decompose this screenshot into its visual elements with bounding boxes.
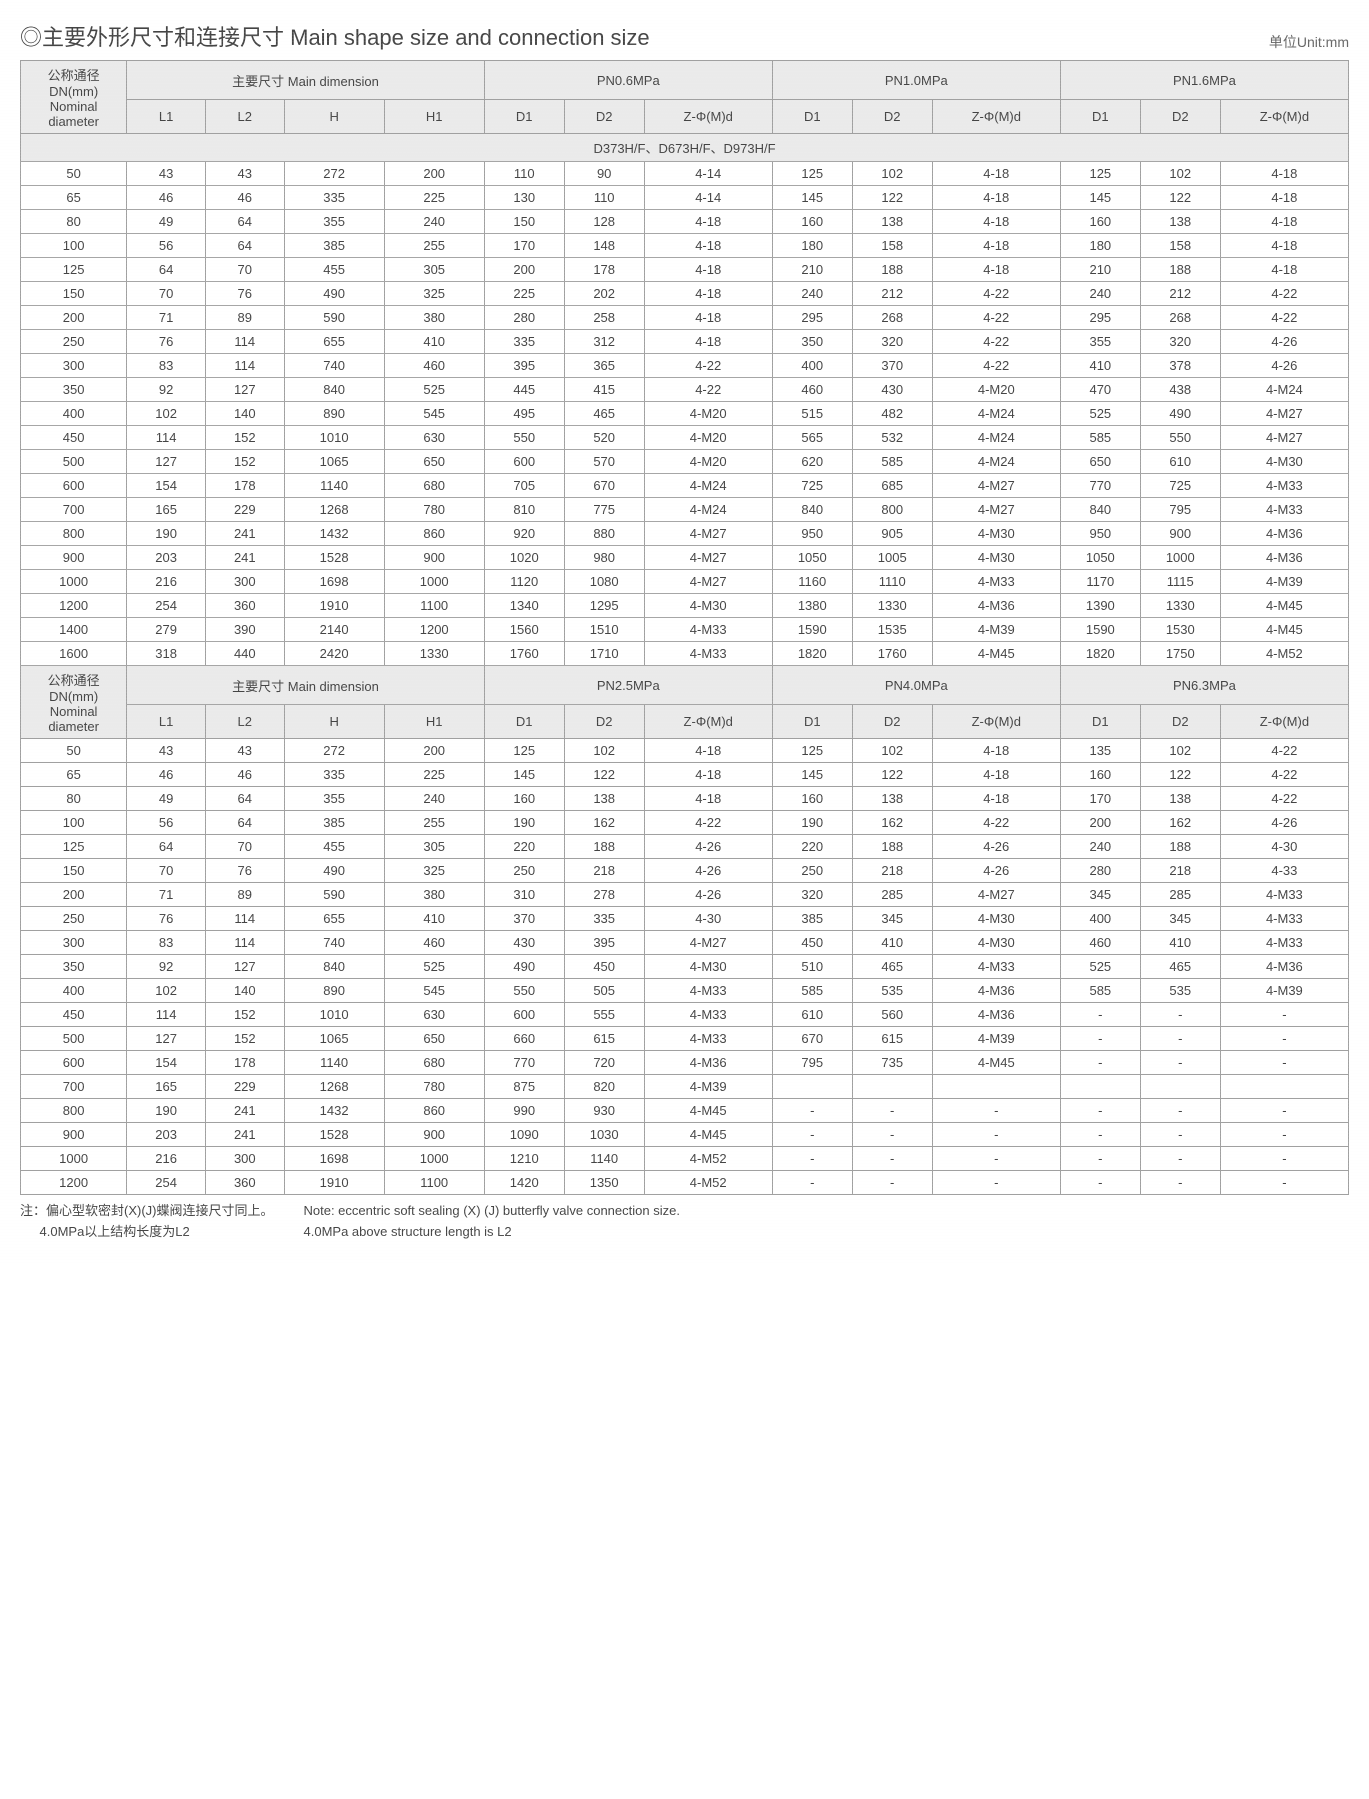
table-row: 12564704553052001784-182101884-182101884… [21, 258, 1349, 282]
table-row: 80019024114328609208804-M279509054-M3095… [21, 522, 1349, 546]
footer-notes: 注：偏心型软密封(X)(J)蝶阀连接尺寸同上。 4.0MPa以上结构长度为L2 … [20, 1201, 1349, 1243]
table-row: 9002032411528900109010304-M45------ [21, 1123, 1349, 1147]
footnote-en2: 4.0MPa above structure length is L2 [304, 1222, 680, 1243]
table-row: 60015417811406807056704-M247256854-M2777… [21, 474, 1349, 498]
table-row: 140027939021401200156015104-M33159015354… [21, 618, 1349, 642]
section-header-1: D373H/F、D673H/F、D973H/F [21, 134, 1349, 162]
table-row: 900203241152890010209804-M27105010054-M3… [21, 546, 1349, 570]
table-row: 5043432722001251024-181251024-181351024-… [21, 739, 1349, 763]
table-row: 10056643852551701484-181801584-181801584… [21, 234, 1349, 258]
col-main-dim: 主要尺寸 Main dimension [127, 61, 485, 100]
table-row: 15070764903252502184-262502184-262802184… [21, 859, 1349, 883]
table-row: 4001021408905454954654-M205154824-M24525… [21, 402, 1349, 426]
table-row: 8049643552401601384-181601384-181701384-… [21, 787, 1349, 811]
table-row: 60015417811406807707204-M367957354-M45--… [21, 1051, 1349, 1075]
table-row: 120025436019101100134012954-M30138013304… [21, 594, 1349, 618]
footnote-cn1: 注：偏心型软密封(X)(J)蝶阀连接尺寸同上。 [20, 1201, 274, 1222]
table-row: 504343272200110904-141251024-181251024-1… [21, 162, 1349, 186]
table-row: 20071895903802802584-182952684-222952684… [21, 306, 1349, 330]
table-row: 6546463352251451224-181451224-181601224-… [21, 763, 1349, 787]
col-pn3: PN1.6MPa [1060, 61, 1348, 100]
footnote-en1: Note: eccentric soft sealing (X) (J) but… [304, 1201, 680, 1222]
table-row: 160031844024201330176017104-M33182017604… [21, 642, 1349, 666]
table-row: 8049643552401501284-181601384-181601384-… [21, 210, 1349, 234]
table-row: 20071895903803102784-263202854-M27345285… [21, 883, 1349, 907]
table-row: 45011415210106305505204-M205655324-M2458… [21, 426, 1349, 450]
col-pn2: PN1.0MPa [772, 61, 1060, 100]
table-row: 300831147404603953654-224003704-22410378… [21, 354, 1349, 378]
table-head-2: 公称通径 DN(mm) Nominal diameter 主要尺寸 Main d… [21, 666, 1349, 739]
table-row: 12564704553052201884-262201884-262401884… [21, 835, 1349, 859]
table-row: 300831147404604303954-M274504104-M304604… [21, 931, 1349, 955]
table-row: 350921278405254904504-M305104654-M335254… [21, 955, 1349, 979]
page-title: ◎主要外形尺寸和连接尺寸 Main shape size and connect… [20, 20, 650, 52]
table-row: 350921278405254454154-224604304-M2047043… [21, 378, 1349, 402]
table-row: 4001021408905455505054-M335855354-M36585… [21, 979, 1349, 1003]
table-row: 10056643852551901624-221901624-222001624… [21, 811, 1349, 835]
unit-label: 单位Unit:mm [1269, 32, 1349, 52]
table-row: 6546463352251301104-141451224-181451224-… [21, 186, 1349, 210]
col-nominal-2: 公称通径 DN(mm) Nominal diameter [21, 666, 127, 739]
table-head-1: 公称通径 DN(mm) Nominal diameter 主要尺寸 Main d… [21, 61, 1349, 134]
col-pn1: PN0.6MPa [484, 61, 772, 100]
table-row: 15070764903252252024-182402124-222402124… [21, 282, 1349, 306]
table-row: 100021630016981000112010804-M27116011104… [21, 570, 1349, 594]
table-row: 70016522912687808758204-M39 [21, 1075, 1349, 1099]
table-body-1: D373H/F、D673H/F、D973H/F 5043432722001109… [21, 134, 1349, 666]
table-body-2: 5043432722001251024-181251024-181351024-… [21, 739, 1349, 1195]
table-row: 120025436019101100142013504-M52------ [21, 1171, 1349, 1195]
table-row: 45011415210106306005554-M336105604-M36--… [21, 1003, 1349, 1027]
title-row: ◎主要外形尺寸和连接尺寸 Main shape size and connect… [20, 20, 1349, 52]
table-row: 50012715210656506005704-M206205854-M2465… [21, 450, 1349, 474]
table-row: 250761146554103353124-183503204-22355320… [21, 330, 1349, 354]
table-row: 80019024114328609909304-M45------ [21, 1099, 1349, 1123]
col-nominal: 公称通径 DN(mm) Nominal diameter [21, 61, 127, 134]
table-row: 250761146554103703354-303853454-M3040034… [21, 907, 1349, 931]
table-row: 70016522912687808107754-M248408004-M2784… [21, 498, 1349, 522]
table-row: 100021630016981000121011404-M52------ [21, 1147, 1349, 1171]
footnote-cn2: 4.0MPa以上结构长度为L2 [20, 1222, 274, 1243]
main-table: 公称通径 DN(mm) Nominal diameter 主要尺寸 Main d… [20, 60, 1349, 1195]
table-row: 50012715210656506606154-M336706154-M39--… [21, 1027, 1349, 1051]
